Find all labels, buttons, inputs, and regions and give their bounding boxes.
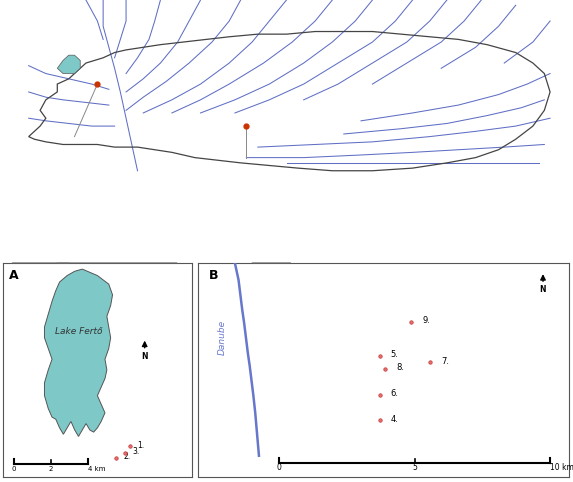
Text: A: A — [9, 269, 18, 282]
Text: 9.: 9. — [422, 316, 430, 325]
Text: 10 km: 10 km — [551, 463, 573, 472]
Polygon shape — [45, 269, 112, 436]
Text: 7.: 7. — [441, 357, 449, 366]
Text: Lake Fertő: Lake Fertő — [55, 327, 102, 336]
Text: 0: 0 — [277, 463, 282, 472]
Text: N: N — [142, 352, 148, 361]
Text: 1.: 1. — [137, 441, 144, 450]
Text: N: N — [540, 285, 546, 294]
Text: 2.: 2. — [124, 452, 131, 461]
Text: 4.: 4. — [391, 415, 399, 424]
Text: Danube: Danube — [217, 320, 226, 355]
Text: 0: 0 — [12, 466, 17, 472]
Text: 2: 2 — [49, 466, 53, 472]
Polygon shape — [57, 55, 80, 74]
Text: 8.: 8. — [397, 363, 405, 372]
Text: 4 km: 4 km — [88, 466, 105, 472]
Text: 6.: 6. — [391, 389, 399, 398]
Text: 5.: 5. — [391, 350, 399, 360]
Text: B: B — [209, 269, 218, 282]
Text: 5: 5 — [413, 463, 417, 472]
Text: 3.: 3. — [132, 447, 140, 456]
